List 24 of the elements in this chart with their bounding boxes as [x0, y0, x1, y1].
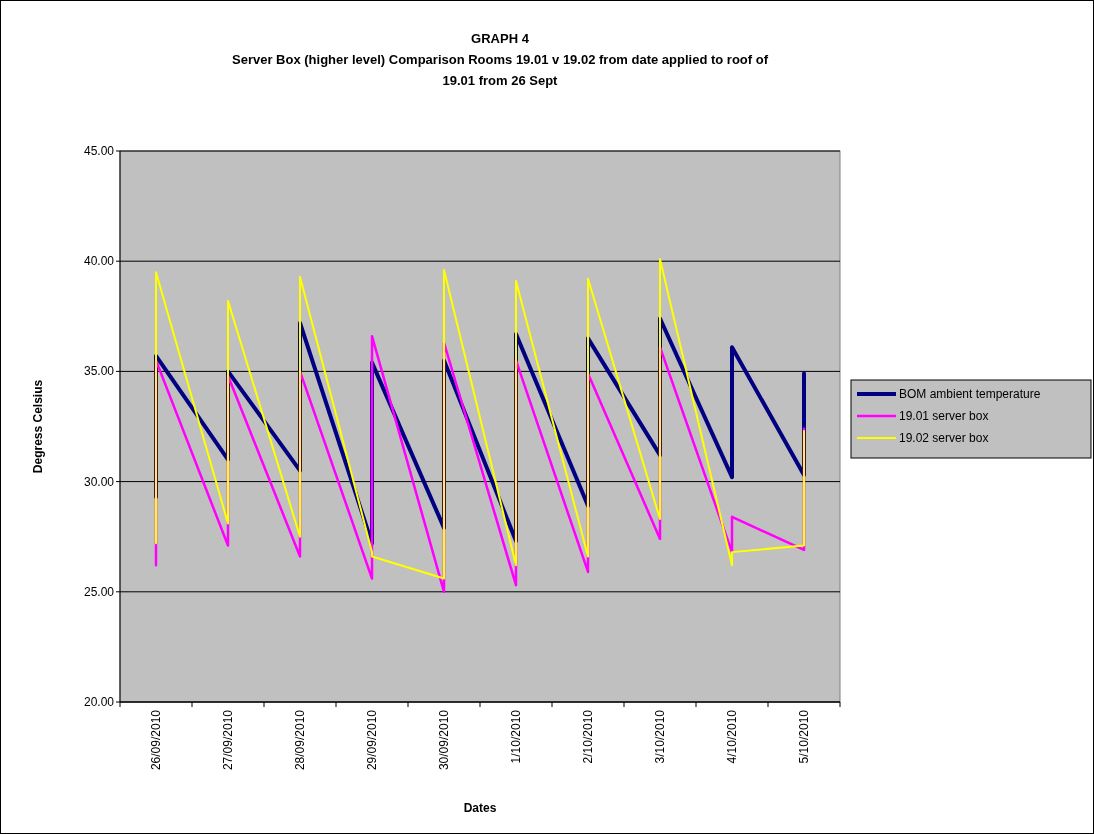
y-tick-label: 20.00 [83, 695, 115, 709]
y-axis-title: Degress Celsius [31, 379, 45, 474]
x-tick-label: 4/10/2010 [725, 709, 739, 764]
x-tick-label: 3/10/2010 [653, 709, 667, 764]
x-tick-label: 27/09/2010 [221, 709, 235, 771]
y-tick-label: 25.00 [83, 584, 115, 599]
x-tick-label: 28/09/2010 [293, 709, 307, 771]
chart-subtitle: Server Box (higher level) Comparison Rooms 19.01 v 19.02 from date applied to roof of 19.01 from 26 Sept [231, 52, 769, 88]
y-tick-label: 30.00 [83, 474, 115, 489]
line-series [155, 258, 805, 580]
x-tick-label: 5/10/2010 [797, 709, 811, 764]
x-tick-label: 2/10/2010 [581, 709, 595, 764]
x-tick-label: 26/09/2010 [149, 709, 163, 771]
x-tick-label: 1/10/2010 [509, 709, 523, 764]
x-axis-title: Dates [463, 801, 497, 815]
y-tick-label: 35.00 [83, 364, 115, 379]
x-tick-label: 29/09/2010 [365, 709, 379, 771]
y-tick-label: 40.00 [83, 254, 115, 269]
y-tick-label: 45.00 [83, 144, 115, 158]
x-tick-label: 30/09/2010 [437, 709, 451, 771]
legend-label: BOM ambient temperature [899, 387, 1041, 401]
legend-label: 19.02 server box [899, 431, 989, 445]
chart-title: GRAPH 4 [471, 31, 530, 46]
legend-label: 19.01 server box [899, 409, 989, 423]
